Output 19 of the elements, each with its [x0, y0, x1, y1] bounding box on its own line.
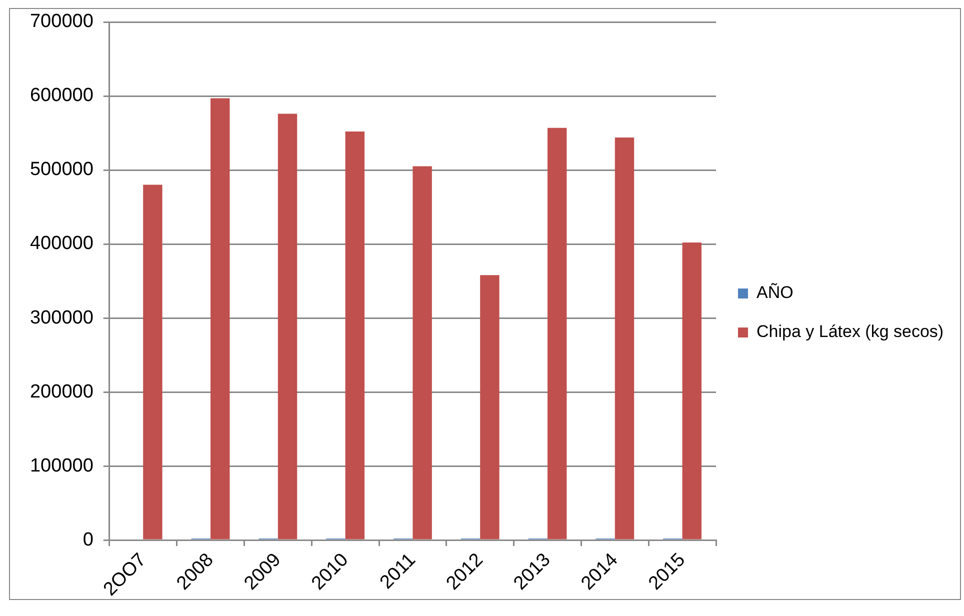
y-tick-label: 600000	[30, 85, 94, 106]
legend-label: AÑO	[756, 283, 794, 302]
legend-label: Chipa y Látex (kg secos)	[756, 322, 944, 342]
y-tick-label: 100000	[30, 455, 94, 476]
y-tick-label: 0	[82, 529, 94, 550]
bar	[345, 132, 365, 540]
bar	[278, 114, 298, 540]
y-tick-label: 700000	[30, 11, 94, 32]
y-tick-label: 400000	[30, 233, 94, 254]
bar	[143, 184, 162, 540]
bar	[614, 137, 634, 540]
bar	[412, 166, 432, 540]
bar	[480, 275, 500, 540]
y-tick-label: 200000	[30, 381, 94, 402]
y-tick-label: 500000	[30, 159, 94, 180]
bar	[548, 128, 567, 540]
y-tick-label: 300000	[30, 307, 94, 328]
bar	[682, 242, 702, 540]
bar	[210, 98, 230, 540]
